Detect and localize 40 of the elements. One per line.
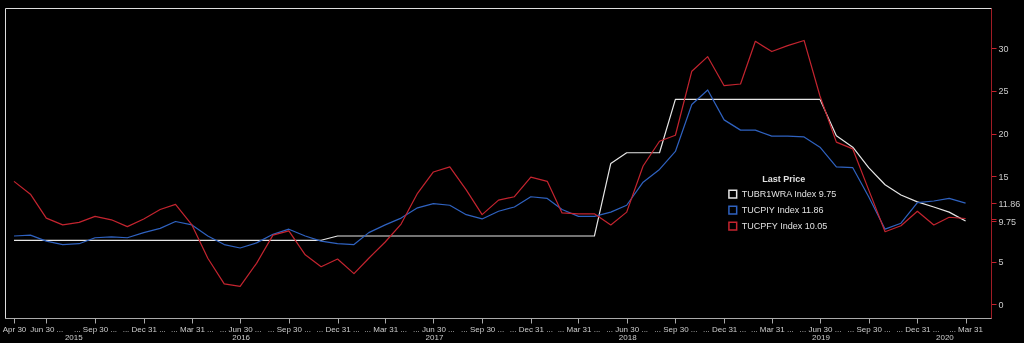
x2-tick-label: 2019 [812, 332, 831, 342]
y-tick-label: 20 [998, 129, 1009, 140]
x-tick-label: ... Mar 31 [949, 324, 984, 334]
x2-tick-label: 2015 [64, 332, 84, 342]
legend-label: TUBR1WRA Index 9.75 [741, 189, 837, 200]
x-tick-label: ... Sep 30 ... [847, 324, 891, 334]
x-tick-label: ... Dec 31 ... [316, 324, 360, 334]
x-tick-label: ... Mar 31 ... [171, 324, 214, 334]
y-tick-label: 5 [998, 257, 1004, 268]
y-tick-label: 9.75 [998, 216, 1017, 227]
x-tick-label: ... Jun 30 ... [219, 324, 262, 334]
x-tick-label: ... Sep 30 ... [654, 324, 698, 334]
x-tick-label: Jun 30 ... [30, 324, 64, 334]
x-tick-label: ... Dec 31 ... [122, 324, 166, 334]
x2-tick-label: 2018 [618, 332, 638, 342]
x-tick-label: ... Dec 31 ... [509, 324, 553, 334]
x-tick-label: ... Dec 31 ... [896, 324, 940, 334]
y-tick-label: 15 [998, 171, 1009, 182]
x-tick-label: ... Mar 31 ... [364, 324, 408, 334]
legend-title: Last Price [762, 174, 806, 185]
y-tick-label: 30 [998, 43, 1009, 54]
x-tick-label: ... Jun 30 ... [606, 324, 649, 334]
line-series [13, 39, 967, 287]
x-tick-label: Apr 30 [2, 324, 27, 334]
x2-tick-label: 2016 [232, 332, 251, 342]
x-tick-label: ... Mar 31 ... [557, 324, 601, 334]
x-tick-label: ... Jun 30 ... [412, 324, 455, 334]
x-tick-label: ... Sep 30 ... [461, 324, 505, 334]
x2-tick-label: 2020 [936, 332, 955, 342]
y-tick-label: 11.86 [998, 198, 1021, 209]
x2-tick-label: 2017 [425, 332, 444, 342]
x-tick-label: ... Jun 30 ... [799, 324, 842, 334]
y-tick-label: 0 [998, 299, 1004, 310]
legend-label: TUCPFY Index 10.05 [741, 221, 828, 232]
x-tick-label: ... Sep 30 ... [267, 324, 311, 334]
x-tick-label: ... Dec 31 ... [703, 324, 747, 334]
x-tick-label: ... Mar 31 ... [750, 324, 794, 334]
legend-label: TUCPIY Index 11.86 [741, 205, 824, 216]
y-tick-label: 25 [998, 86, 1009, 97]
x-tick-label: ... Sep 30 ... [73, 324, 118, 334]
